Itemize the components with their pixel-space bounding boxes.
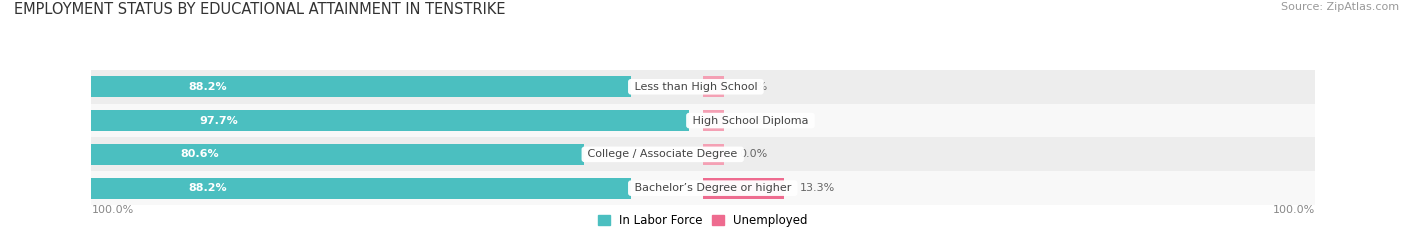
Text: 80.6%: 80.6% <box>180 149 219 159</box>
Text: Source: ZipAtlas.com: Source: ZipAtlas.com <box>1281 2 1399 12</box>
Legend: In Labor Force, Unemployed: In Labor Force, Unemployed <box>598 214 808 227</box>
Text: 100.0%: 100.0% <box>1272 205 1315 215</box>
Text: 97.7%: 97.7% <box>198 116 238 126</box>
Bar <box>703 144 724 165</box>
Text: EMPLOYMENT STATUS BY EDUCATIONAL ATTAINMENT IN TENSTRIKE: EMPLOYMENT STATUS BY EDUCATIONAL ATTAINM… <box>14 2 506 17</box>
Bar <box>91 104 1315 137</box>
Text: 100.0%: 100.0% <box>91 205 134 215</box>
Text: 0.0%: 0.0% <box>740 149 768 159</box>
Bar <box>91 70 1315 104</box>
Bar <box>91 178 631 199</box>
Text: 13.3%: 13.3% <box>800 183 835 193</box>
Bar <box>91 137 1315 171</box>
Bar <box>91 144 585 165</box>
Text: 88.2%: 88.2% <box>188 183 228 193</box>
Bar <box>703 110 724 131</box>
Text: 0.0%: 0.0% <box>740 82 768 92</box>
Bar <box>703 76 724 97</box>
Bar <box>91 171 1315 205</box>
Text: 88.2%: 88.2% <box>188 82 228 92</box>
Text: 0.0%: 0.0% <box>740 116 768 126</box>
Text: Bachelor’s Degree or higher: Bachelor’s Degree or higher <box>631 183 794 193</box>
Bar <box>91 110 689 131</box>
Text: Less than High School: Less than High School <box>631 82 761 92</box>
Text: College / Associate Degree: College / Associate Degree <box>585 149 741 159</box>
Text: High School Diploma: High School Diploma <box>689 116 811 126</box>
Bar <box>703 178 785 199</box>
Bar <box>91 76 631 97</box>
